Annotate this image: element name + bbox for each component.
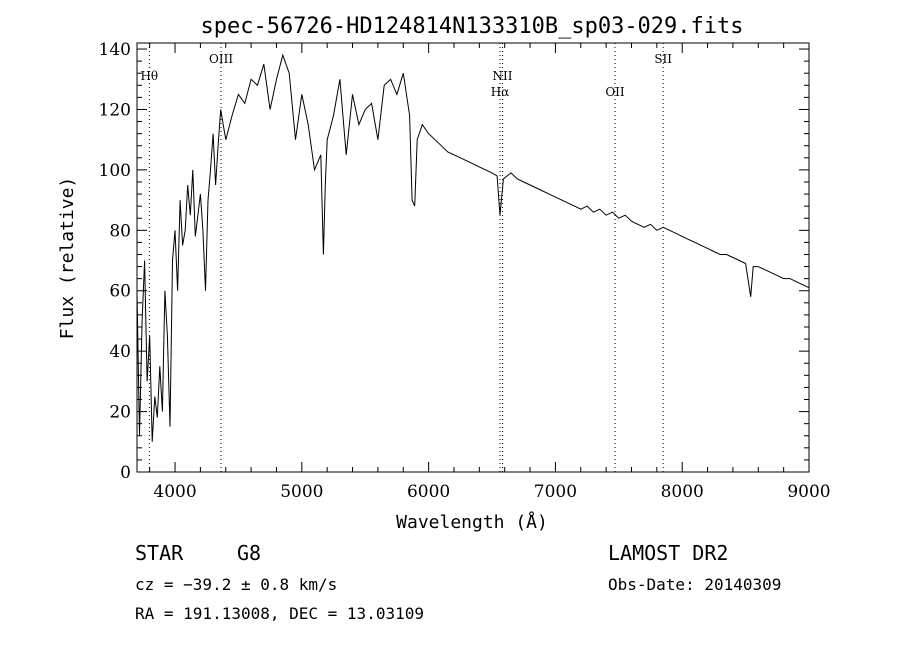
axis-ticks: 4000 5000 6000 7000 8000 9000 0 20 40 60 80 100 120 1…	[99, 40, 831, 502]
x-axis-label: Wavelength (Å)	[396, 511, 548, 533]
y-tick-label: 120	[99, 100, 131, 120]
x-tick-label: 5000	[280, 482, 323, 502]
x-tick-label: 7000	[534, 482, 577, 502]
x-tick-label: 9000	[787, 482, 830, 502]
spectral-line-label: Hα	[491, 85, 510, 99]
y-tick-label: 0	[120, 463, 131, 483]
x-tick-label: 6000	[407, 482, 450, 502]
object-class: STAR	[135, 541, 183, 565]
survey-name-value: LAMOST DR2	[608, 541, 729, 565]
survey-name: LAMOST DR2	[608, 541, 728, 565]
spectral-line-label: NII	[493, 69, 513, 83]
y-tick-label: 40	[109, 342, 131, 362]
y-tick-label: 20	[109, 403, 131, 423]
x-tick-label: 4000	[153, 482, 196, 502]
x-tick-label: 8000	[661, 482, 704, 502]
spectral-subclass-value: G8	[237, 541, 262, 565]
chart-title: spec-56726-HD124814N133310B_sp03-029.fit…	[200, 14, 743, 39]
object-class-value: STAR	[135, 541, 184, 565]
spectral-line-markers: Hθ OIII NII Hα OII SII	[140, 43, 672, 472]
y-tick-label: 80	[109, 221, 131, 241]
spectral-line-label: OIII	[209, 52, 233, 66]
spectral-subclass: G8	[237, 541, 261, 565]
coordinates-value: RA = 191.13008, DEC = 13.03109	[135, 604, 424, 623]
redshift-velocity: cz = −39.2 ± 0.8 km/s	[135, 575, 337, 594]
spectral-line-label: Hθ	[140, 69, 158, 83]
y-tick-label: 60	[109, 282, 131, 302]
spectrum-line	[136, 53, 810, 442]
redshift-velocity-value: cz = −39.2 ± 0.8 km/s	[135, 575, 338, 594]
y-tick-label: 100	[99, 161, 131, 181]
plot-frame	[136, 42, 810, 473]
observation-date-value: Obs-Date: 20140309	[608, 575, 782, 594]
spectral-line-label: SII	[654, 52, 672, 66]
coordinates: RA = 191.13008, DEC = 13.03109	[135, 604, 424, 623]
spectral-line-label: OII	[605, 85, 625, 99]
y-axis-label: Flux (relative)	[57, 177, 78, 340]
y-tick-label: 140	[99, 40, 131, 60]
observation-date: Obs-Date: 20140309	[608, 575, 781, 594]
